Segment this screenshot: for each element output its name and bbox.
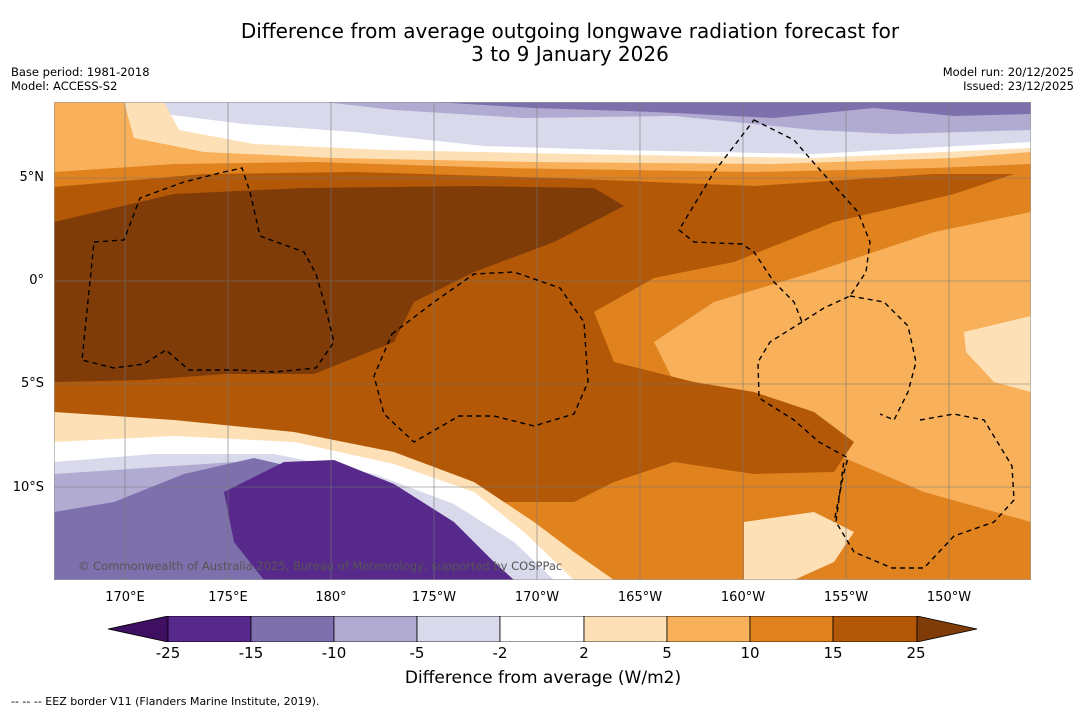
colorbar-extend-high xyxy=(916,616,978,642)
colorbar-tick: -2 xyxy=(492,644,508,662)
north-cool-band-dark xyxy=(434,102,1031,118)
issued-date: Issued: 23/12/2025 xyxy=(963,79,1074,93)
colorbar-tick: -5 xyxy=(409,644,425,662)
south-cool-darkest xyxy=(224,460,514,580)
lat-label-5n: 5°N xyxy=(19,170,45,185)
colorbar-title: Difference from average (W/m2) xyxy=(404,668,682,688)
meta-right: Model run: 20/12/2025 Issued: 23/12/2025 xyxy=(943,65,1074,93)
colorbar-tick: 2 xyxy=(579,644,589,662)
colorbar-bin-8 xyxy=(749,616,834,642)
north-cool-band-mid xyxy=(324,102,1031,134)
colorbar-tick: 25 xyxy=(906,644,926,662)
eez-border-west xyxy=(81,167,335,373)
colorbar-tick: -15 xyxy=(238,644,264,662)
colorbar-bin-4 xyxy=(416,616,501,642)
base-period: Base period: 1981-2018 xyxy=(11,65,150,79)
southeast-light-warm xyxy=(744,512,854,580)
title-line-2: 3 to 9 January 2026 xyxy=(471,42,669,66)
copyright-text: © Commonwealth of Australia 2025, Bureau… xyxy=(78,559,562,573)
lon-label-150w: 150°W xyxy=(926,590,972,605)
colorbar-bin-1 xyxy=(167,616,252,642)
lon-label-155w: 155°W xyxy=(823,590,869,605)
lat-label-0: 0° xyxy=(29,273,44,288)
colorbar-tick: -10 xyxy=(321,644,347,662)
lon-label-165w: 165°W xyxy=(617,590,663,605)
lon-label-175w: 175°W xyxy=(411,590,457,605)
warm-layer-gt-25 xyxy=(54,186,624,382)
colorbar-bin-5 xyxy=(499,616,585,642)
colorbar-bin-9 xyxy=(832,616,918,642)
meta-left: Base period: 1981-2018 Model: ACCESS-S2 xyxy=(11,65,150,93)
lon-label-175e: 175°E xyxy=(208,590,248,605)
lon-label-170e: 170°E xyxy=(105,590,145,605)
colorbar-extend-low xyxy=(108,616,169,642)
east-warm-10 xyxy=(914,542,1031,580)
model-name: Model: ACCESS-S2 xyxy=(11,79,118,93)
lat-label-5s: 5°S xyxy=(20,376,44,391)
eez-border-mid xyxy=(757,321,849,523)
colorbar-tick: 10 xyxy=(740,644,760,662)
colorbar-bin-6 xyxy=(583,616,668,642)
eez-borders xyxy=(81,119,1015,569)
colorbar-bin-2 xyxy=(250,616,335,642)
lat-label-10s: 10°S xyxy=(12,480,44,495)
east-light-warm xyxy=(964,316,1031,392)
colorbar-tick: 15 xyxy=(823,644,843,662)
eez-legend: -- -- -- EEZ border V11 (Flanders Marine… xyxy=(11,695,320,708)
eez-border-central xyxy=(373,271,589,443)
colorbar xyxy=(108,616,978,642)
lon-label-160w: 160°W xyxy=(720,590,766,605)
colorbar-tick: -25 xyxy=(155,644,181,662)
title-line-1: Difference from average outgoing longwav… xyxy=(240,19,900,43)
lon-label-170w: 170°W xyxy=(514,590,560,605)
colorbar-tick: 5 xyxy=(662,644,672,662)
grid-lines xyxy=(54,102,1031,580)
map-title: Difference from average outgoing longwav… xyxy=(0,20,1085,66)
model-run: Model run: 20/12/2025 xyxy=(942,65,1074,79)
map-plot: © Commonwealth of Australia 2025, Bureau… xyxy=(54,102,1031,580)
colorbar-bin-7 xyxy=(666,616,751,642)
eez-border-northeast xyxy=(678,119,871,324)
lon-label-180: 180° xyxy=(315,590,347,605)
map-frame xyxy=(54,102,1031,580)
colorbar-bin-3 xyxy=(333,616,418,642)
